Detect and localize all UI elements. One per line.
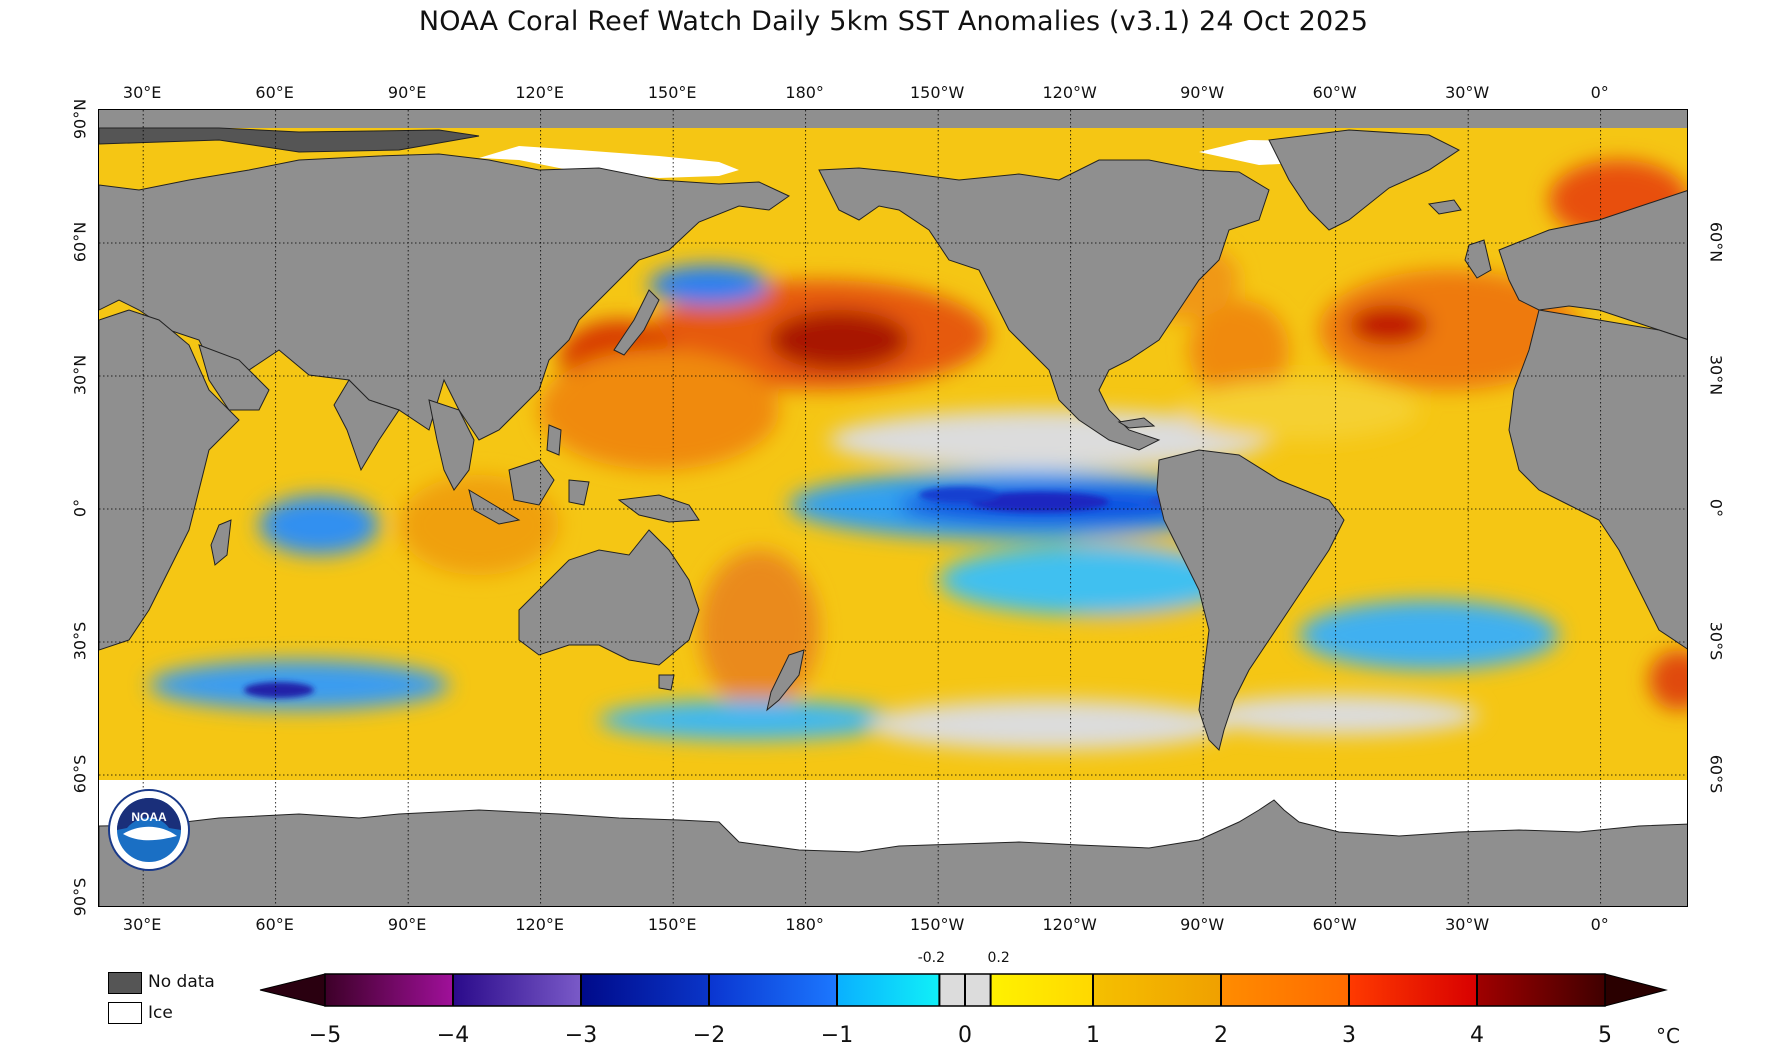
right-latitude-label: 30°N [1706, 354, 1726, 396]
colorbar-tick-label: 5 [1598, 1023, 1612, 1048]
latitude-label: 60°S [70, 754, 90, 794]
longitude-label: 120°W [1042, 83, 1097, 102]
longitude-label: 90°W [1180, 83, 1225, 102]
longitude-label: 150°W [909, 83, 965, 102]
colorbar-tick-label: 4 [1470, 1023, 1484, 1048]
longitude-label: 0° [1590, 915, 1609, 934]
colorbar-segment [709, 974, 837, 1006]
right-latitude-label: 60°N [1706, 221, 1726, 263]
colorbar-segment [990, 974, 1093, 1006]
latitude-label: 30°N [70, 354, 90, 396]
longitude-label: 150°E [647, 915, 697, 934]
colorbar-max-arrow [1604, 973, 1668, 1007]
no-data-label: No data [148, 972, 215, 992]
longitude-label: 0° [1590, 83, 1609, 102]
ice-label: Ice [148, 1003, 173, 1023]
colorbar-tick-label: −4 [436, 1023, 470, 1048]
colorbar-segment [837, 974, 940, 1006]
colorbar-threshold-label: -0.2 [917, 950, 946, 966]
colorbar-tick-label: −3 [564, 1023, 598, 1048]
colorbar-segment [1093, 974, 1221, 1006]
longitude-label: 90°W [1180, 915, 1225, 934]
colorbar-tick-label: 1 [1086, 1023, 1100, 1048]
longitude-label: 60°E [255, 83, 294, 102]
colorbar-segment [1477, 974, 1605, 1006]
longitude-label: 30°E [122, 915, 162, 934]
colorbar-unit: °C [1656, 1024, 1680, 1048]
longitude-label: 150°W [909, 915, 965, 934]
noaa-logo-text: NOAA [131, 810, 167, 824]
sst-anomaly-map[interactable]: NOAA [98, 109, 1688, 907]
colorbar-segment [325, 974, 453, 1006]
map-canvas: NOAA [99, 110, 1687, 906]
colorbar-tick-label: −5 [308, 1023, 342, 1048]
longitude-label: 30°E [122, 83, 162, 102]
right-latitude-label: 30°S [1706, 621, 1726, 661]
latitude-label: 90°N [70, 98, 90, 140]
longitude-label: 60°E [255, 915, 294, 934]
longitude-label: 120°E [515, 83, 564, 102]
colorbar-threshold-label: 0.2 [987, 950, 1010, 966]
latitude-label: 0° [70, 498, 90, 518]
longitude-label: 30°W [1445, 915, 1490, 934]
noaa-logo: NOAA [108, 789, 190, 871]
longitude-label: 180° [785, 83, 824, 102]
colorbar-tick-label: 3 [1342, 1023, 1356, 1048]
map-title: NOAA Coral Reef Watch Daily 5km SST Anom… [418, 6, 1369, 37]
longitude-label: 90°E [387, 83, 427, 102]
ice-swatch [108, 1002, 142, 1024]
colorbar-segment [1349, 974, 1477, 1006]
longitude-label: 30°W [1445, 83, 1490, 102]
longitude-label: 120°W [1042, 915, 1097, 934]
colorbar-segments [259, 973, 1668, 1007]
latitude-label: 30°S [70, 621, 90, 661]
colorbar-tick-label: −2 [692, 1023, 726, 1048]
longitude-label: 120°E [515, 915, 564, 934]
longitude-label: 90°E [387, 915, 427, 934]
colorbar-min-arrow [259, 973, 326, 1007]
no-data-swatch [108, 972, 142, 994]
colorbar-segment [1221, 974, 1349, 1006]
land-masses [99, 110, 1687, 906]
longitude-label: 150°E [647, 83, 697, 102]
longitude-label: 60°W [1312, 915, 1357, 934]
latitude-label: 90°S [70, 877, 90, 917]
colorbar-tick-label: −1 [820, 1023, 854, 1048]
longitude-label: 60°W [1312, 83, 1357, 102]
colorbar [259, 973, 1668, 1007]
map-gridlines [99, 110, 1687, 906]
colorbar-segment [581, 974, 709, 1006]
latitude-label: 60°N [70, 221, 90, 263]
colorbar-tick-label: 2 [1214, 1023, 1228, 1048]
colorbar-segment [453, 974, 581, 1006]
right-latitude-label: 0° [1706, 498, 1726, 518]
longitude-label: 180° [785, 915, 824, 934]
right-latitude-label: 60°S [1706, 754, 1726, 794]
colorbar-tick-label: 0 [958, 1023, 972, 1048]
